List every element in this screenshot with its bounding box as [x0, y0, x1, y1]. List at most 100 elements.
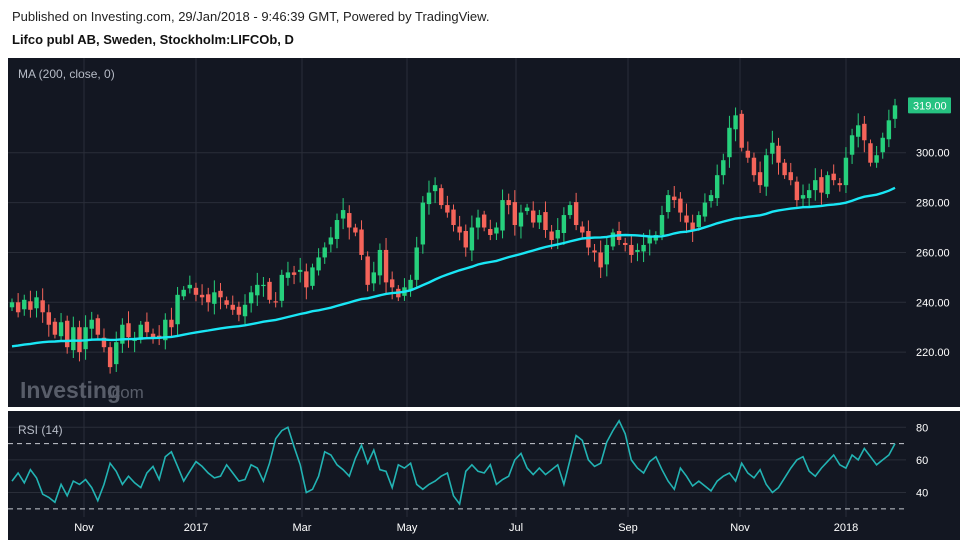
candle-up: [641, 244, 646, 252]
candle-down: [543, 212, 548, 231]
candle-down: [359, 229, 364, 255]
candle-down: [629, 244, 634, 255]
candle-up: [414, 247, 419, 280]
price-axis-background: [906, 58, 960, 517]
price-tick-label: 260.00: [916, 247, 950, 259]
candle-down: [64, 320, 70, 348]
candle-down: [389, 279, 395, 288]
candle-down: [150, 333, 156, 338]
candle-up: [561, 215, 567, 233]
watermark-suffix: .com: [107, 383, 144, 402]
candle-up: [892, 105, 898, 119]
candle-up: [432, 185, 438, 192]
candle-up: [708, 195, 714, 202]
candle-down: [224, 300, 229, 305]
candle-down: [52, 321, 58, 335]
candle-down: [193, 287, 199, 295]
candle-down: [144, 321, 150, 333]
ma-indicator-label: MA (200, close, 0): [18, 67, 115, 81]
candle-up: [825, 175, 830, 195]
candle-down: [868, 143, 873, 163]
candle-up: [34, 297, 39, 309]
candle-up: [604, 244, 610, 265]
gridlines: [8, 58, 906, 517]
candle-up: [83, 327, 88, 350]
time-tick-label: Jul: [509, 522, 523, 534]
candle-up: [181, 289, 186, 297]
candle-down: [273, 301, 278, 303]
candle-down: [531, 210, 536, 223]
candle-up: [426, 192, 432, 205]
candle-up: [310, 267, 315, 286]
candle-down: [40, 300, 45, 313]
candle-down: [837, 183, 843, 186]
candle-up: [114, 342, 119, 365]
candle-up: [469, 227, 475, 251]
candle-down: [445, 205, 450, 213]
candle-up: [610, 232, 616, 247]
candle-down: [439, 188, 444, 206]
candle-up: [132, 339, 137, 341]
candle-down: [622, 242, 628, 245]
candle-up: [714, 175, 720, 199]
candle-up: [138, 324, 143, 340]
price-tick-label: 240.00: [916, 297, 950, 309]
candle-down: [206, 294, 211, 303]
candle-down: [267, 281, 272, 300]
candle-down: [862, 123, 867, 141]
investing-watermark: Investing .com: [20, 377, 144, 403]
time-tick-label: 2018: [834, 522, 858, 534]
candle-up: [567, 205, 573, 216]
candle-down: [782, 162, 787, 176]
candle-down: [169, 319, 174, 328]
rsi-axis-labels: 40 60 80: [916, 422, 928, 499]
candle-down: [512, 202, 518, 226]
watermark-brand: Investing: [20, 377, 121, 403]
candle-up: [187, 284, 193, 289]
price-tick-label: 220.00: [916, 347, 950, 359]
candle-down: [751, 157, 757, 176]
candle-up: [163, 319, 168, 341]
time-axis-labels: Nov 2017 Mar May Jul Sep Nov 2018: [74, 522, 858, 534]
rsi-tick-label: 60: [916, 455, 928, 467]
candle-up: [537, 215, 542, 223]
candle-down: [573, 202, 579, 226]
candle-down: [678, 198, 683, 213]
candle-down: [107, 347, 113, 368]
candle-down: [580, 226, 585, 233]
candle-down: [794, 181, 800, 201]
candle-down: [126, 323, 131, 338]
candle-up: [500, 200, 505, 231]
candle-down: [672, 196, 677, 201]
candle-up: [22, 299, 27, 310]
candle-up: [770, 142, 775, 154]
candle-up: [279, 274, 285, 301]
price-tick-label: 300.00: [916, 148, 950, 160]
candle-up: [843, 157, 849, 186]
time-axis-background: [8, 517, 960, 540]
candle-up: [120, 324, 125, 344]
candle-up: [408, 279, 413, 291]
candle-down: [776, 145, 781, 163]
candle-up: [813, 180, 818, 191]
time-tick-label: Nov: [74, 522, 94, 534]
candle-up: [555, 230, 560, 239]
candle-up: [849, 135, 855, 155]
candle-down: [156, 335, 162, 338]
time-tick-label: May: [397, 522, 418, 534]
candle-down: [218, 290, 223, 298]
rsi-tick-label: 40: [916, 488, 928, 500]
candle-up: [856, 125, 861, 137]
candle-down: [383, 249, 389, 283]
candle-down: [592, 250, 597, 253]
candle-up: [696, 215, 701, 228]
candle-down: [745, 150, 751, 158]
candle-up: [665, 195, 671, 213]
candle-up: [242, 304, 248, 317]
time-tick-label: Mar: [293, 522, 312, 534]
candle-down: [788, 172, 793, 181]
candle-down: [586, 231, 591, 248]
candle-down: [739, 113, 744, 148]
candle-up: [721, 160, 726, 176]
